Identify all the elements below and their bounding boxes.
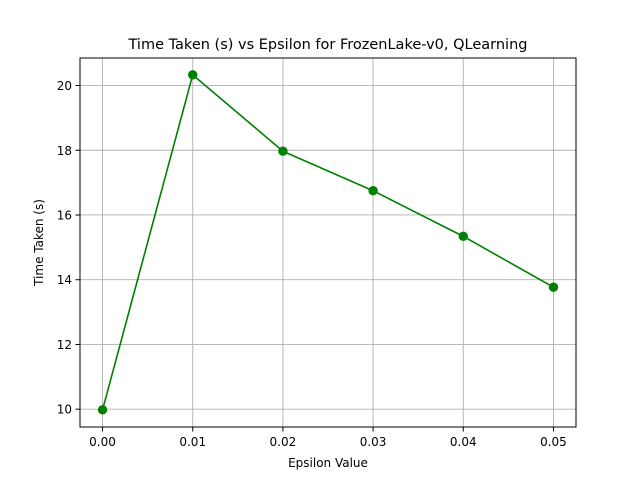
data-point [458, 231, 468, 242]
y-tick-label: 16 [57, 208, 72, 222]
series-layer [97, 70, 559, 415]
x-tick-label: 0.01 [179, 435, 206, 449]
data-point [188, 70, 198, 80]
x-tick-label: 0.03 [360, 435, 387, 449]
y-tick-label: 12 [57, 338, 72, 352]
series-line [101, 74, 554, 411]
x-tick-label: 0.02 [270, 435, 297, 449]
grid [80, 58, 576, 427]
x-axis-ticks: 0.00 0.01 0.02 0.03 0.04 0.05 [89, 427, 567, 449]
data-point [548, 282, 559, 292]
x-tick-label: 0.05 [540, 435, 567, 449]
x-tick-label: 0.00 [89, 435, 116, 449]
chart-title: Time Taken (s) vs Epsilon for FrozenLake… [128, 37, 528, 53]
y-tick-label: 20 [57, 79, 72, 93]
plot-frame [79, 57, 577, 428]
data-point [97, 405, 108, 415]
y-tick-label: 10 [57, 403, 72, 417]
y-tick-label: 14 [57, 273, 72, 287]
y-tick-label: 18 [57, 144, 72, 158]
x-axis-label: Epsilon Value [288, 456, 368, 470]
data-point [278, 146, 288, 156]
y-axis-ticks: 10 12 14 16 18 20 [57, 79, 80, 417]
y-axis-label: Time Taken (s) [32, 199, 46, 287]
x-tick-label: 0.04 [450, 435, 477, 449]
data-point [368, 186, 378, 196]
